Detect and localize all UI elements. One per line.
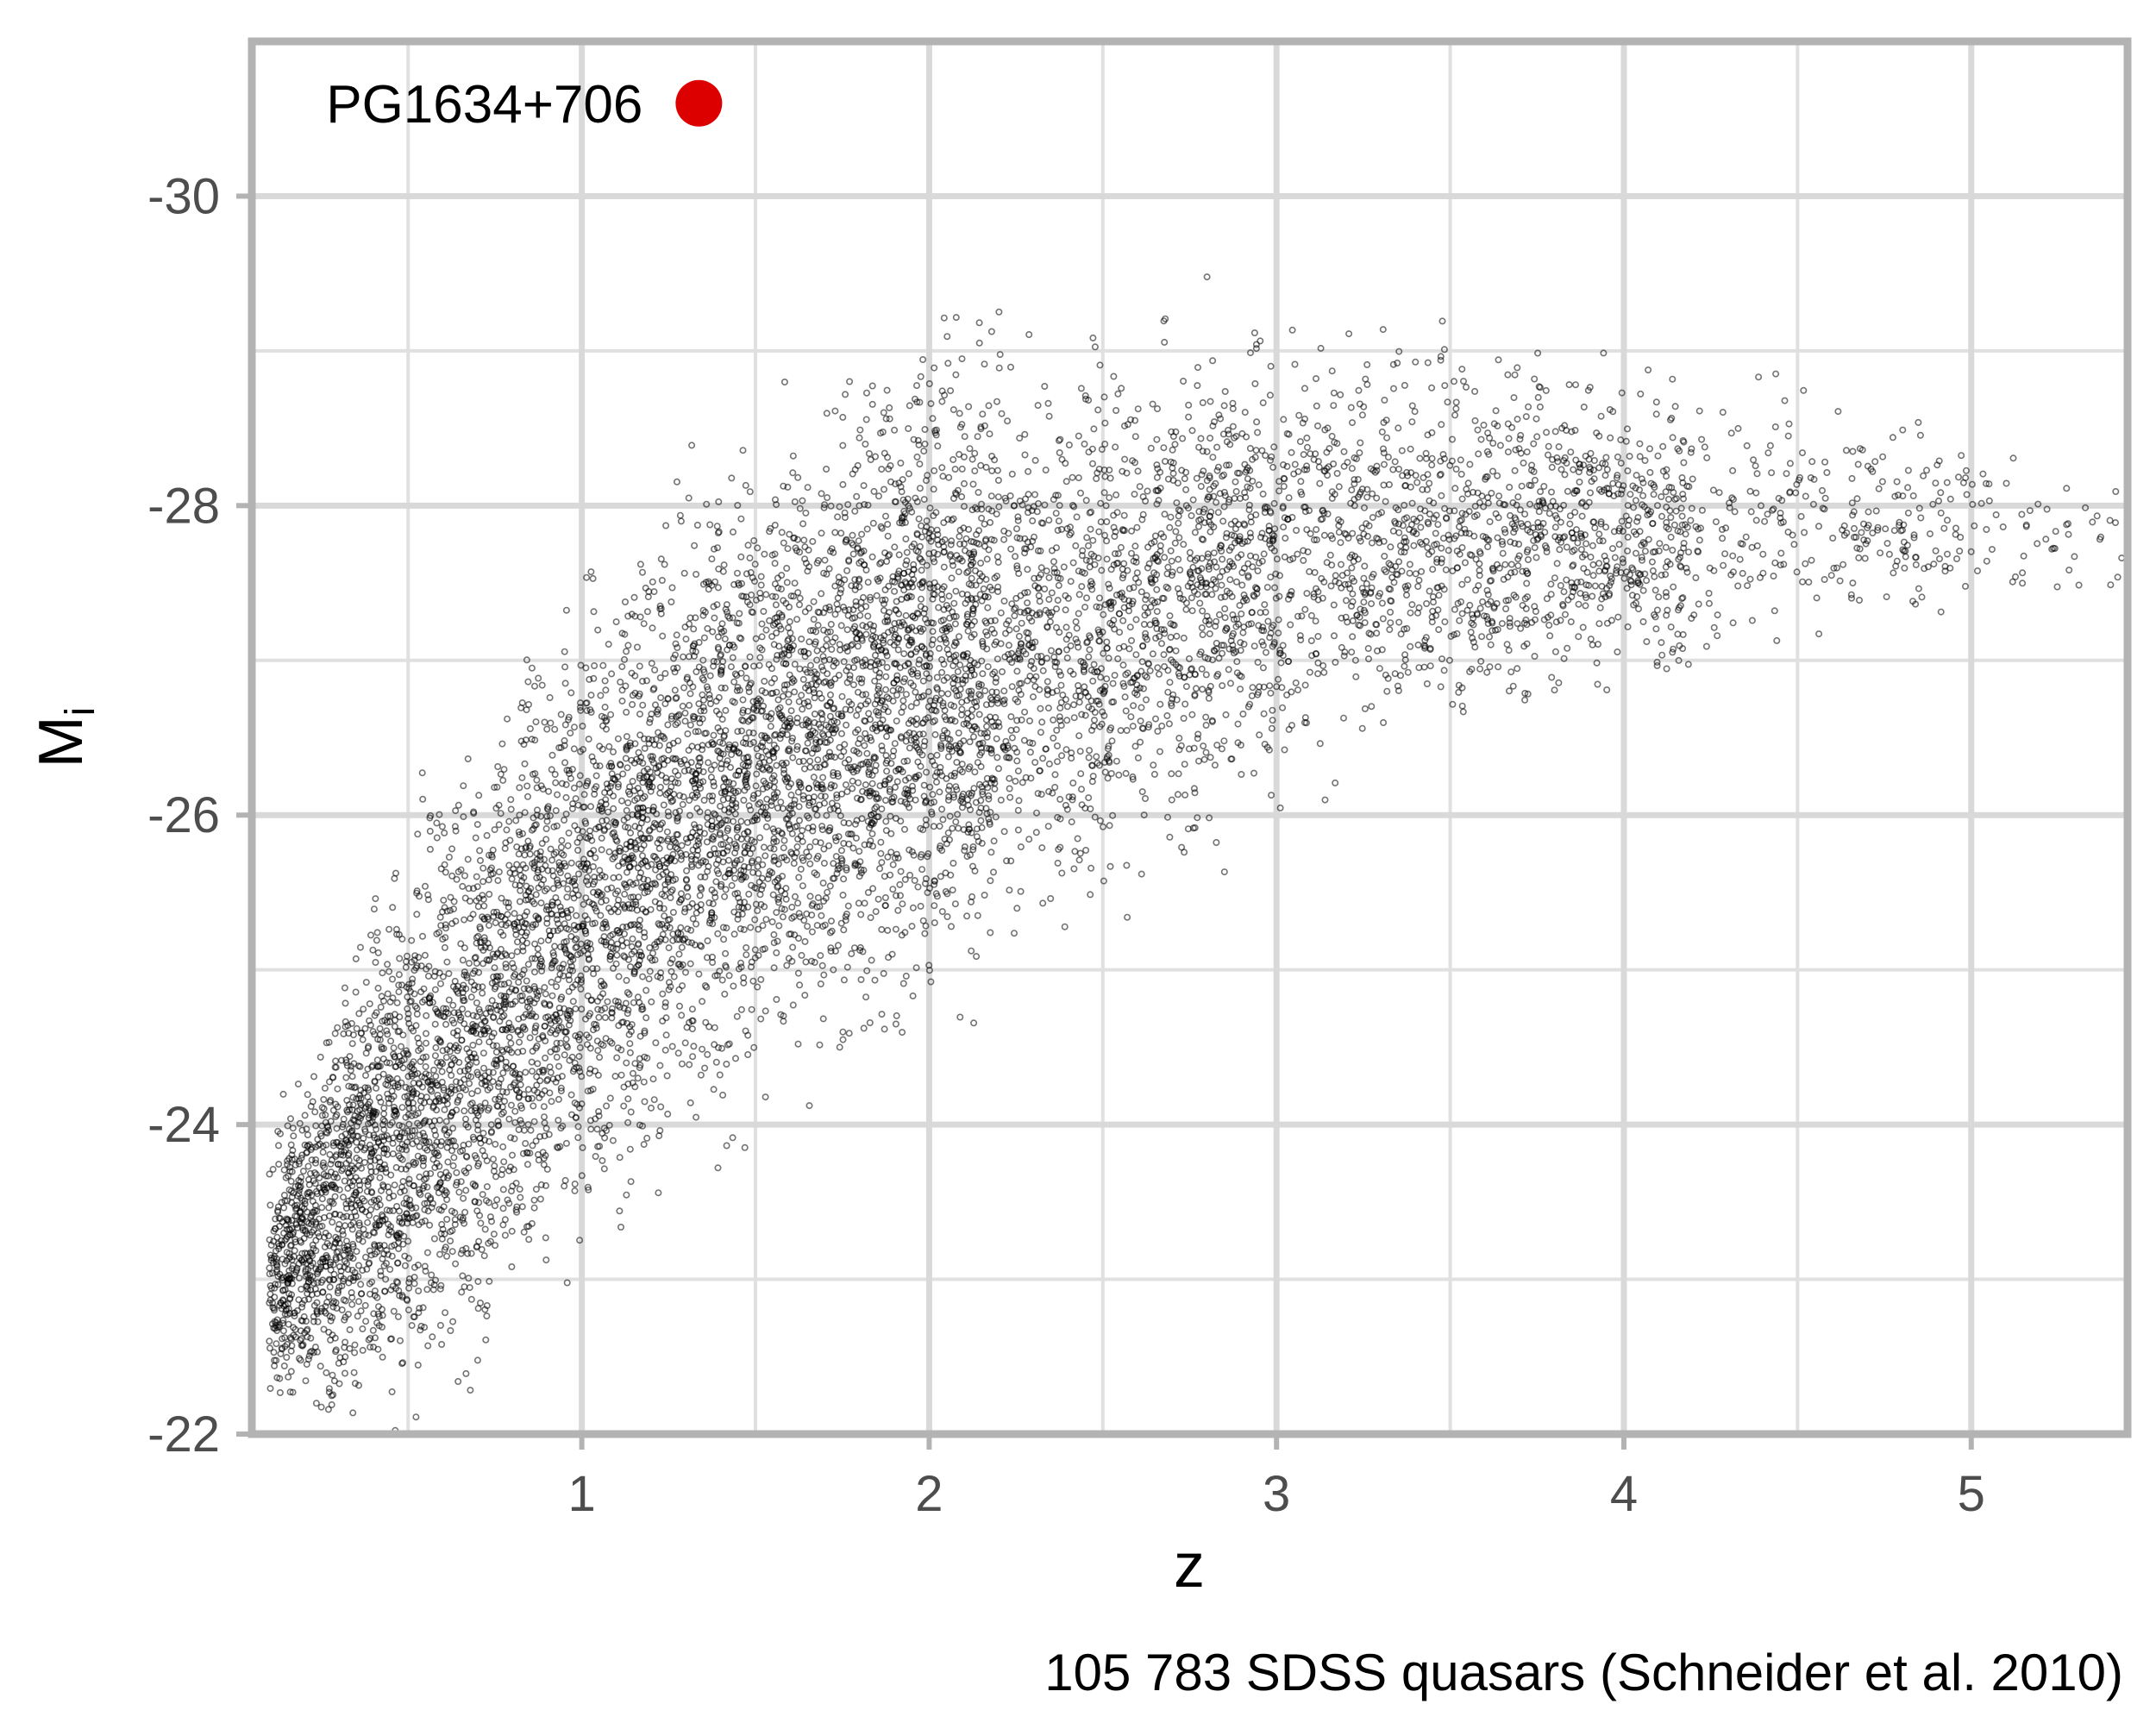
chart-root: 12345-30-28-26-24-22 PG1634+706 z Mi 105… [0,0,2156,1725]
quasar-scatter-chart: 12345-30-28-26-24-22 PG1634+706 z Mi 105… [0,0,2156,1725]
